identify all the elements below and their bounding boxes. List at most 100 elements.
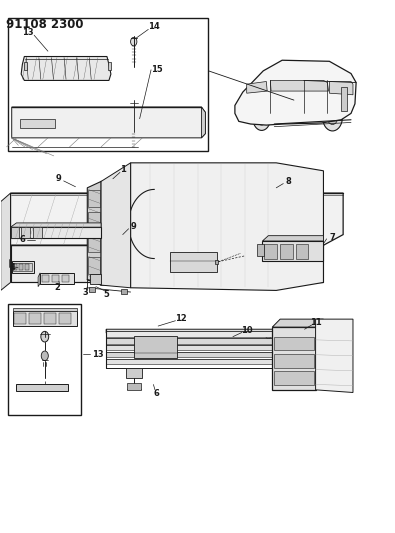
Circle shape — [94, 277, 98, 284]
Bar — [108, 62, 111, 70]
Bar — [134, 336, 177, 358]
Polygon shape — [11, 227, 101, 238]
Bar — [13, 263, 32, 271]
Bar — [17, 384, 68, 391]
Bar — [11, 227, 19, 238]
Text: 14: 14 — [148, 22, 159, 31]
Bar — [274, 337, 314, 351]
Polygon shape — [262, 241, 324, 261]
Bar — [30, 313, 41, 325]
Bar — [90, 274, 102, 284]
Circle shape — [253, 107, 270, 131]
Bar — [274, 370, 314, 384]
Bar — [121, 289, 127, 294]
Circle shape — [41, 332, 49, 342]
Text: 8: 8 — [285, 177, 291, 186]
Polygon shape — [270, 80, 329, 91]
Circle shape — [129, 115, 139, 128]
Bar — [52, 275, 59, 282]
Polygon shape — [329, 82, 353, 95]
Bar — [44, 313, 56, 325]
Polygon shape — [106, 332, 315, 337]
Circle shape — [131, 37, 137, 46]
Polygon shape — [13, 308, 77, 311]
Bar — [33, 227, 41, 238]
Bar — [59, 313, 71, 325]
Bar — [20, 119, 55, 128]
Bar — [13, 264, 17, 270]
Polygon shape — [40, 273, 73, 284]
Bar — [88, 190, 100, 207]
Bar — [88, 212, 100, 229]
Text: 5: 5 — [103, 289, 109, 298]
Circle shape — [38, 385, 41, 390]
Text: 3: 3 — [83, 287, 88, 296]
Text: 7: 7 — [329, 233, 335, 242]
Polygon shape — [316, 319, 353, 392]
Bar — [21, 227, 30, 238]
Bar — [88, 257, 100, 274]
Circle shape — [56, 385, 59, 390]
Polygon shape — [126, 368, 141, 378]
Polygon shape — [106, 359, 315, 365]
Polygon shape — [1, 193, 11, 290]
Text: 10: 10 — [241, 326, 252, 335]
Polygon shape — [38, 273, 40, 287]
Circle shape — [281, 353, 307, 386]
Text: 6: 6 — [19, 236, 25, 245]
Bar — [89, 287, 95, 292]
Polygon shape — [106, 345, 315, 351]
Polygon shape — [272, 319, 324, 327]
Polygon shape — [11, 245, 324, 282]
Circle shape — [287, 360, 301, 379]
Text: 2: 2 — [55, 283, 61, 292]
Circle shape — [257, 112, 266, 125]
Polygon shape — [235, 60, 356, 125]
Circle shape — [21, 385, 24, 390]
Bar — [170, 252, 217, 272]
Polygon shape — [12, 261, 34, 273]
Circle shape — [327, 111, 338, 125]
Bar — [42, 275, 49, 282]
Text: 9: 9 — [131, 222, 137, 231]
Text: 13: 13 — [22, 28, 33, 37]
Bar — [256, 244, 263, 256]
Bar — [296, 244, 308, 259]
Text: 11: 11 — [310, 318, 322, 327]
Polygon shape — [101, 163, 131, 288]
Bar — [215, 260, 218, 264]
Polygon shape — [11, 223, 101, 227]
Polygon shape — [12, 107, 205, 138]
Circle shape — [323, 104, 342, 131]
Bar — [24, 62, 27, 70]
Bar — [62, 275, 69, 282]
Circle shape — [41, 351, 48, 361]
Bar — [15, 313, 26, 325]
Polygon shape — [131, 163, 324, 290]
Text: 6: 6 — [153, 389, 159, 398]
Polygon shape — [97, 181, 131, 285]
Bar — [19, 264, 23, 270]
Bar — [341, 87, 347, 111]
Polygon shape — [247, 82, 267, 93]
Text: 13: 13 — [92, 350, 104, 359]
Polygon shape — [262, 236, 324, 241]
Text: 12: 12 — [175, 314, 187, 323]
Polygon shape — [21, 56, 111, 80]
Polygon shape — [106, 352, 315, 358]
Bar — [8, 18, 208, 151]
Bar — [127, 383, 141, 390]
Bar — [264, 244, 277, 259]
Polygon shape — [87, 181, 101, 285]
Polygon shape — [106, 338, 315, 344]
Circle shape — [132, 118, 136, 125]
Bar — [88, 235, 100, 252]
Polygon shape — [11, 193, 343, 245]
Circle shape — [265, 332, 271, 339]
Bar — [8, 304, 81, 415]
Polygon shape — [106, 329, 315, 337]
Text: 15: 15 — [151, 66, 163, 74]
Bar — [13, 311, 77, 326]
Text: 9: 9 — [56, 174, 62, 183]
Bar — [280, 244, 293, 259]
